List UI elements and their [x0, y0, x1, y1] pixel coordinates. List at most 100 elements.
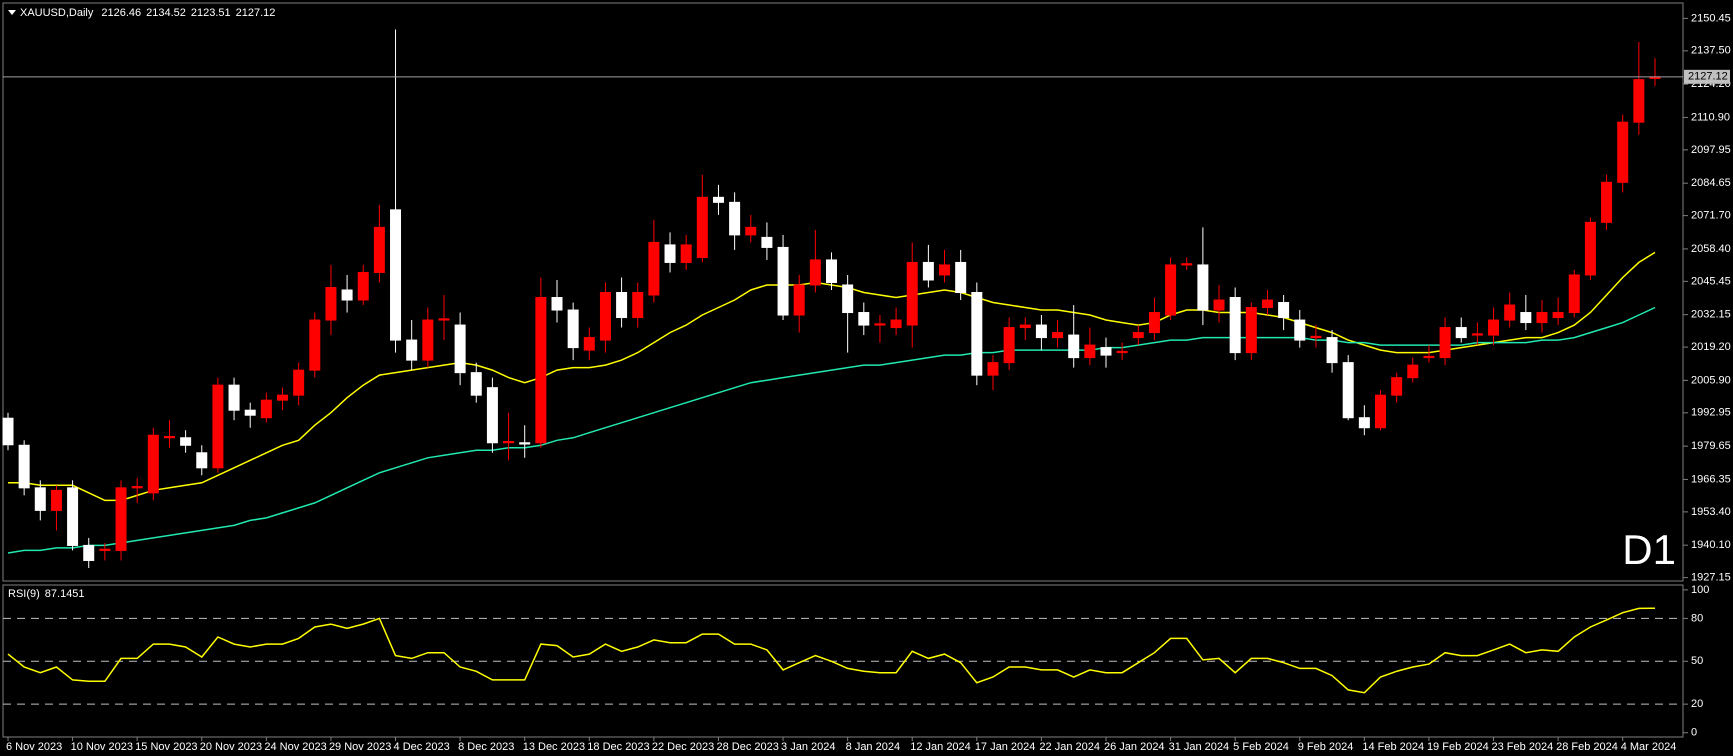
candle-body [519, 442, 531, 445]
candle-body [826, 259, 837, 283]
y-tick-label: 50 [1691, 655, 1703, 667]
x-tick-label: 31 Jan 2024 [1169, 741, 1230, 753]
y-tick-label: 2097.95 [1691, 144, 1731, 156]
low-price: 2123.51 [191, 7, 231, 19]
candle-body [163, 435, 175, 439]
candle-body [1504, 304, 1516, 321]
candle-body [1342, 362, 1354, 419]
candle-body [632, 291, 644, 319]
candle-body [987, 362, 999, 376]
x-tick-label: 13 Dec 2023 [523, 741, 585, 753]
candle-body [1439, 327, 1451, 359]
x-tick-label: 10 Nov 2023 [71, 741, 133, 753]
candle-body [1375, 394, 1386, 429]
candle-body [1003, 327, 1015, 364]
candle-body [1310, 335, 1322, 339]
candle-body [1148, 312, 1160, 334]
candle-body [228, 384, 240, 411]
candle-body [874, 323, 886, 326]
candle-body [729, 201, 741, 236]
y-tick-label: 0 [1691, 727, 1697, 739]
candle-body [793, 284, 805, 316]
x-tick-label: 14 Feb 2024 [1362, 741, 1424, 753]
y-tick-label: 2137.50 [1691, 45, 1731, 57]
y-tick-label: 2032.15 [1691, 309, 1731, 321]
candle-body [1116, 350, 1128, 354]
candle-body [906, 261, 918, 326]
rsi-value: 87.1451 [45, 588, 85, 600]
y-tick-label: 2150.45 [1691, 12, 1731, 24]
candle-body [1407, 364, 1419, 379]
candle-body [1326, 337, 1338, 364]
candle-body [1035, 324, 1047, 339]
candle-body [454, 324, 466, 374]
candle-body [1552, 312, 1564, 319]
candle-body [890, 319, 902, 329]
candle-body [858, 312, 870, 326]
candle-body [777, 246, 789, 316]
high-price: 2134.52 [146, 7, 186, 19]
y-tick-label: 2058.40 [1691, 243, 1731, 255]
candle-body [1245, 307, 1257, 354]
x-tick-label: 28 Feb 2024 [1556, 741, 1618, 753]
candle-body [1455, 327, 1467, 339]
candle-body [1391, 377, 1403, 396]
candle-body [196, 452, 208, 469]
candle-body [664, 244, 676, 263]
candle-body [1584, 221, 1596, 276]
candle-body [1165, 264, 1177, 316]
moving-average [7, 306, 1656, 554]
y-tick-label: 1992.95 [1691, 407, 1731, 419]
candle-body [761, 236, 773, 248]
x-tick-label: 9 Feb 2024 [1298, 741, 1354, 753]
rsi-title: RSI(9) [8, 588, 40, 600]
candle-body [1568, 274, 1580, 314]
candle-body [422, 319, 434, 361]
timeframe-label: D1 [1622, 526, 1676, 573]
last-price-box [1684, 69, 1730, 84]
menu-arrow [8, 10, 16, 15]
candle-body [1052, 332, 1064, 339]
candle-body [470, 372, 482, 396]
x-tick-label: 3 Jan 2024 [781, 741, 835, 753]
x-tick-label: 12 Jan 2024 [910, 741, 971, 753]
y-tick-label: 1966.35 [1691, 473, 1731, 485]
y-tick-label: 1940.10 [1691, 539, 1731, 551]
candle-body [503, 441, 515, 444]
y-tick-label: 2005.90 [1691, 374, 1731, 386]
candle-body [1213, 299, 1225, 311]
candle-body [180, 437, 192, 446]
candle-body [260, 399, 272, 419]
candle-body [212, 384, 224, 469]
candle-body [712, 196, 724, 203]
candle-body [955, 261, 967, 293]
candle-body [1197, 264, 1209, 311]
candle-body [1294, 319, 1306, 341]
chart-title: XAUUSD,Daily [20, 7, 94, 19]
candle-body [1520, 312, 1532, 324]
candle-body [2, 417, 14, 446]
candle-body [1261, 299, 1273, 309]
x-tick-label: 8 Jan 2024 [846, 741, 900, 753]
x-tick-label: 28 Dec 2023 [716, 741, 778, 753]
candle-body [244, 409, 256, 416]
open-price: 2126.46 [101, 7, 141, 19]
candle-body [50, 489, 62, 511]
y-tick-label: 2110.90 [1691, 111, 1730, 123]
x-tick-label: 6 Nov 2023 [6, 741, 62, 753]
candle-body [567, 309, 579, 349]
candle-body [1278, 302, 1290, 319]
chart-header: XAUUSD,Daily 2126.46 2134.52 2123.51 2127.12 [20, 7, 275, 19]
x-tick-label: 17 Jan 2024 [975, 741, 1036, 753]
rsi-header: RSI(9) 87.1451 [8, 588, 85, 600]
x-tick-label: 15 Nov 2023 [135, 741, 197, 753]
candle-body [1068, 334, 1080, 359]
x-tick-label: 4 Dec 2023 [394, 741, 450, 753]
candle-body [809, 259, 821, 286]
x-tick-label: 29 Nov 2023 [329, 741, 391, 753]
x-tick-label: 8 Dec 2023 [458, 741, 514, 753]
y-tick-label: 1927.15 [1691, 572, 1731, 584]
candle-body [341, 289, 353, 301]
candle-body [1633, 79, 1645, 123]
